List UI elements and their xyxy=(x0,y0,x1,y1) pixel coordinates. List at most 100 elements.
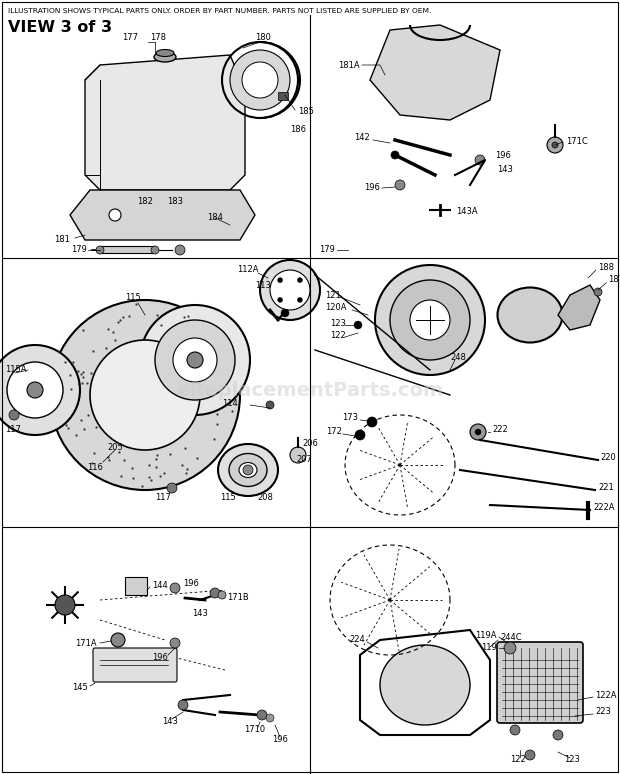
Text: 248: 248 xyxy=(450,354,466,362)
Circle shape xyxy=(475,155,485,165)
Text: 122: 122 xyxy=(510,755,526,765)
Circle shape xyxy=(175,245,185,255)
Circle shape xyxy=(510,725,520,735)
Text: 116: 116 xyxy=(87,464,103,472)
Circle shape xyxy=(242,62,278,98)
Text: VIEW 3 of 3: VIEW 3 of 3 xyxy=(8,20,112,35)
Text: 181A: 181A xyxy=(339,60,360,70)
Circle shape xyxy=(547,137,563,153)
Circle shape xyxy=(395,180,405,190)
Text: 205: 205 xyxy=(107,444,123,453)
Text: 181: 181 xyxy=(54,235,70,245)
Text: 223: 223 xyxy=(595,707,611,717)
Circle shape xyxy=(257,710,267,720)
Circle shape xyxy=(27,382,43,398)
Polygon shape xyxy=(85,55,245,190)
Circle shape xyxy=(298,297,303,303)
Text: 144: 144 xyxy=(152,580,168,590)
Text: 121: 121 xyxy=(325,290,341,300)
Text: 244C: 244C xyxy=(500,633,521,642)
Bar xyxy=(278,92,288,100)
Text: 178: 178 xyxy=(150,33,166,43)
Text: 173: 173 xyxy=(342,413,358,423)
Bar xyxy=(100,246,155,253)
Circle shape xyxy=(7,362,63,418)
Text: 180: 180 xyxy=(255,33,271,43)
Circle shape xyxy=(0,345,80,435)
Text: 222A: 222A xyxy=(593,504,614,512)
Circle shape xyxy=(552,142,558,148)
Text: 143A: 143A xyxy=(456,207,477,217)
Circle shape xyxy=(140,305,250,415)
Circle shape xyxy=(111,633,125,647)
Text: 117: 117 xyxy=(5,426,21,434)
Text: 171A: 171A xyxy=(76,639,97,648)
Text: 183: 183 xyxy=(167,197,183,207)
Ellipse shape xyxy=(154,52,176,62)
Circle shape xyxy=(266,714,274,722)
FancyBboxPatch shape xyxy=(93,648,177,682)
Text: 206: 206 xyxy=(302,439,318,447)
Text: 113: 113 xyxy=(255,280,271,289)
Circle shape xyxy=(290,447,306,463)
FancyBboxPatch shape xyxy=(497,642,583,723)
Circle shape xyxy=(178,700,188,710)
Text: 196: 196 xyxy=(495,150,511,159)
Text: 172: 172 xyxy=(326,427,342,437)
Circle shape xyxy=(298,278,303,283)
Text: 145: 145 xyxy=(73,683,88,693)
Text: 187: 187 xyxy=(608,276,620,285)
Text: 177: 177 xyxy=(122,33,138,43)
Circle shape xyxy=(55,595,75,615)
Circle shape xyxy=(218,591,226,599)
Text: 143: 143 xyxy=(192,608,208,618)
Circle shape xyxy=(504,642,516,654)
Circle shape xyxy=(375,265,485,375)
Circle shape xyxy=(243,465,253,475)
Text: 143: 143 xyxy=(497,166,513,174)
Circle shape xyxy=(173,338,217,382)
Text: 182: 182 xyxy=(137,197,153,207)
Circle shape xyxy=(260,260,320,320)
Text: 117: 117 xyxy=(155,494,171,502)
Text: 115A: 115A xyxy=(5,365,27,375)
Ellipse shape xyxy=(156,50,174,57)
Circle shape xyxy=(170,583,180,593)
Text: 220: 220 xyxy=(600,454,616,463)
Circle shape xyxy=(354,321,362,329)
Circle shape xyxy=(594,288,602,296)
Text: 224: 224 xyxy=(349,635,365,645)
Circle shape xyxy=(151,246,159,254)
Circle shape xyxy=(187,352,203,368)
Text: 196: 196 xyxy=(272,735,288,745)
Circle shape xyxy=(50,300,240,490)
Ellipse shape xyxy=(380,645,470,725)
Text: 1710: 1710 xyxy=(244,725,265,735)
Text: ILLUSTRATION SHOWS TYPICAL PARTS ONLY. ORDER BY PART NUMBER. PARTS NOT LISTED AR: ILLUSTRATION SHOWS TYPICAL PARTS ONLY. O… xyxy=(8,8,432,14)
Text: eReplacementParts.com: eReplacementParts.com xyxy=(176,381,444,399)
Text: 114: 114 xyxy=(222,399,238,407)
Ellipse shape xyxy=(229,454,267,487)
Circle shape xyxy=(90,340,200,450)
Text: 142: 142 xyxy=(354,133,370,142)
Text: 122A: 122A xyxy=(595,690,616,700)
Text: 115: 115 xyxy=(220,494,236,502)
Text: 208: 208 xyxy=(257,494,273,502)
Text: 120A: 120A xyxy=(325,303,347,313)
Circle shape xyxy=(170,638,180,648)
Text: 119: 119 xyxy=(481,643,497,652)
Text: 207: 207 xyxy=(296,456,312,464)
Circle shape xyxy=(367,417,377,427)
Text: 122: 122 xyxy=(330,331,346,341)
Ellipse shape xyxy=(218,444,278,496)
Text: 119A: 119A xyxy=(476,631,497,639)
Text: 184: 184 xyxy=(207,214,223,222)
Circle shape xyxy=(96,246,104,254)
Text: 221: 221 xyxy=(598,484,614,492)
Circle shape xyxy=(109,209,121,221)
Circle shape xyxy=(553,730,563,740)
Text: 143: 143 xyxy=(162,717,178,727)
Polygon shape xyxy=(558,285,600,330)
Text: 179: 179 xyxy=(71,245,87,255)
Text: 123: 123 xyxy=(330,318,346,327)
